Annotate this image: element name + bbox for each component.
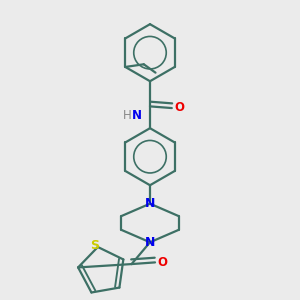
Text: H: H: [123, 109, 131, 122]
Text: N: N: [145, 197, 155, 210]
Text: N: N: [132, 109, 142, 122]
Text: S: S: [90, 239, 99, 252]
Text: N: N: [145, 236, 155, 249]
Text: O: O: [175, 101, 184, 114]
Text: O: O: [158, 256, 168, 269]
